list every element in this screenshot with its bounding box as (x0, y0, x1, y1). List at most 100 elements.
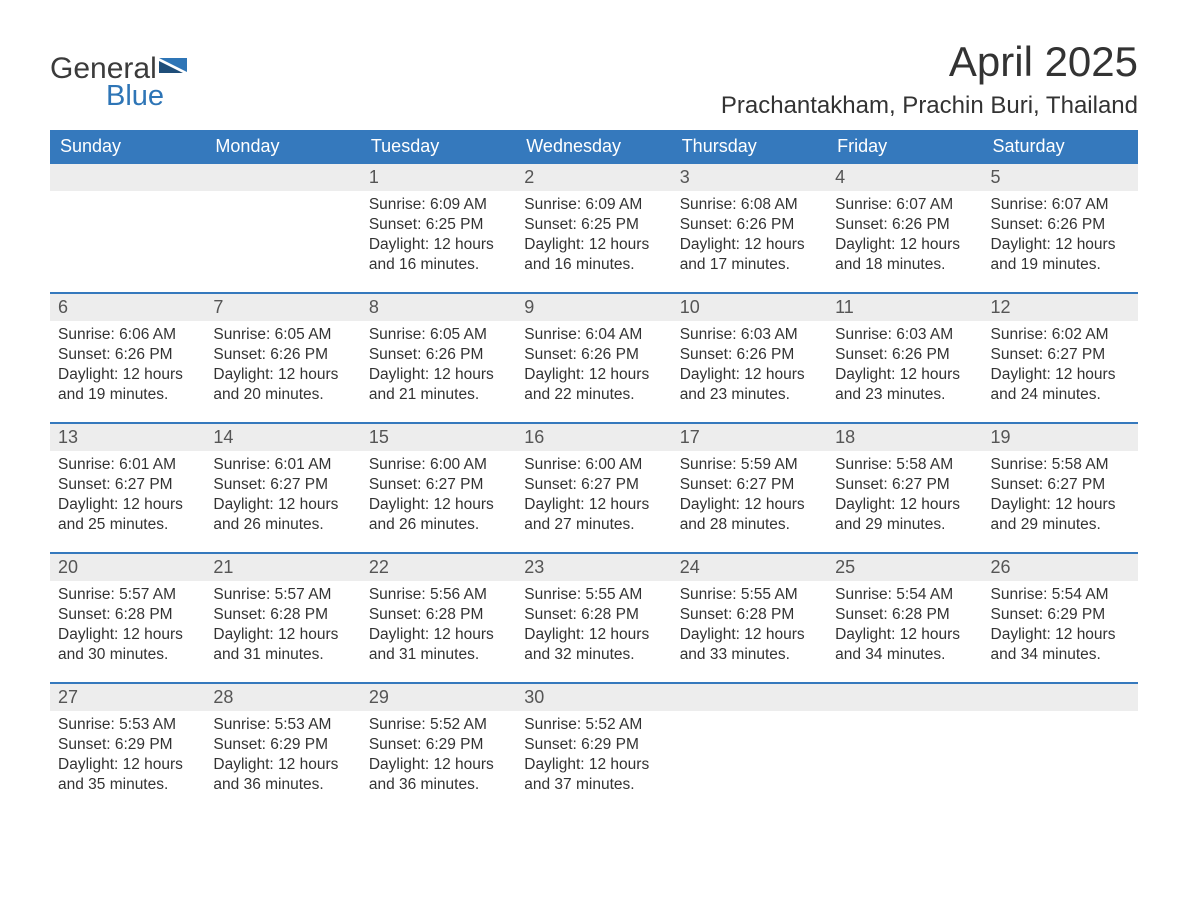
cell-line: Sunrise: 6:01 AM (213, 455, 352, 475)
day-number: 7 (213, 297, 223, 317)
cell-line: Sunset: 6:27 PM (524, 475, 663, 495)
calendar-cell: 19Sunrise: 5:58 AMSunset: 6:27 PMDayligh… (983, 424, 1138, 552)
daynum-row: 5 (983, 164, 1138, 191)
cell-line: Daylight: 12 hours (680, 235, 819, 255)
month-title: April 2025 (721, 38, 1138, 86)
week-row: 20 Sunrise: 5:57 AM Sunset: 6:28 PM Dayligh… (50, 552, 1138, 682)
daynum-row: 25 (827, 554, 982, 581)
calendar-cell: 9Sunrise: 6:04 AMSunset: 6:26 PMDaylight… (516, 294, 671, 422)
cell-body: Sunrise: 6:06 AMSunset: 6:26 PMDaylight:… (50, 321, 205, 414)
cell-line: Sunset: 6:27 PM (991, 475, 1130, 495)
calendar-cell: 11Sunrise: 6:03 AMSunset: 6:26 PMDayligh… (827, 294, 982, 422)
day-number: 5 (991, 167, 1001, 187)
header: General Blue April 2025 Prachantakham, P… (50, 38, 1138, 120)
cell-line: Sunrise: 5:58 AM (835, 455, 974, 475)
dayhead: Tuesday (361, 130, 516, 164)
cell-line: Sunrise: 6:01 AM (58, 455, 197, 475)
daynum-row: 3 (672, 164, 827, 191)
cell-line: Sunset: 6:25 PM (369, 215, 508, 235)
daynum-row (827, 684, 982, 711)
cell-line: Sunset: 6:28 PM (524, 605, 663, 625)
calendar-cell: 28Sunrise: 5:53 AMSunset: 6:29 PMDayligh… (205, 684, 360, 812)
title-block: April 2025 Prachantakham, Prachin Buri, … (721, 38, 1138, 120)
cell-line: Daylight: 12 hours (991, 495, 1130, 515)
calendar-cell: 4Sunrise: 6:07 AMSunset: 6:26 PMDaylight… (827, 164, 982, 292)
daynum-row: 28 (205, 684, 360, 711)
calendar-cell: 8Sunrise: 6:05 AMSunset: 6:26 PMDaylight… (361, 294, 516, 422)
cell-line: and 37 minutes. (524, 775, 663, 795)
day-number: 29 (369, 687, 389, 707)
calendar-cell: 17Sunrise: 5:59 AMSunset: 6:27 PMDayligh… (672, 424, 827, 552)
cell-line: Sunset: 6:29 PM (991, 605, 1130, 625)
cell-line: and 23 minutes. (680, 385, 819, 405)
daynum-row: 22 (361, 554, 516, 581)
cell-line: Daylight: 12 hours (524, 495, 663, 515)
cell-line: and 19 minutes. (58, 385, 197, 405)
daynum-row: 19 (983, 424, 1138, 451)
cell-line: and 16 minutes. (369, 255, 508, 275)
cell-line: Daylight: 12 hours (58, 365, 197, 385)
daynum-row: 7 (205, 294, 360, 321)
calendar-cell (50, 164, 205, 292)
cell-line: and 17 minutes. (680, 255, 819, 275)
cell-body: Sunrise: 5:55 AMSunset: 6:28 PMDaylight:… (672, 581, 827, 674)
daynum-row: 18 (827, 424, 982, 451)
cell-body: Sunrise: 6:03 AMSunset: 6:26 PMDaylight:… (672, 321, 827, 414)
day-number: 15 (369, 427, 389, 447)
cell-line: Daylight: 12 hours (213, 365, 352, 385)
cell-body: Sunrise: 6:09 AMSunset: 6:25 PMDaylight:… (516, 191, 671, 284)
logo: General Blue (50, 38, 187, 113)
cell-line: Sunset: 6:28 PM (835, 605, 974, 625)
cell-line: Sunset: 6:25 PM (524, 215, 663, 235)
day-number: 20 (58, 557, 78, 577)
cell-line: and 30 minutes. (58, 645, 197, 665)
daynum-row: 26 (983, 554, 1138, 581)
calendar-cell (827, 684, 982, 812)
cell-line: Sunrise: 5:53 AM (58, 715, 197, 735)
cell-body: Sunrise: 6:05 AMSunset: 6:26 PMDaylight:… (205, 321, 360, 414)
calendar-cell: 12Sunrise: 6:02 AMSunset: 6:27 PMDayligh… (983, 294, 1138, 422)
cell-line: Sunset: 6:27 PM (58, 475, 197, 495)
cell-line: Sunset: 6:29 PM (213, 735, 352, 755)
daynum-row: 30 (516, 684, 671, 711)
day-number: 6 (58, 297, 68, 317)
daynum-row: 10 (672, 294, 827, 321)
calendar-cell: 10Sunrise: 6:03 AMSunset: 6:26 PMDayligh… (672, 294, 827, 422)
day-number: 25 (835, 557, 855, 577)
cell-body: Sunrise: 5:56 AMSunset: 6:28 PMDaylight:… (361, 581, 516, 674)
cell-line: Sunset: 6:26 PM (369, 345, 508, 365)
cell-body: Sunrise: 6:02 AMSunset: 6:27 PMDaylight:… (983, 321, 1138, 414)
cell-line: Daylight: 12 hours (369, 235, 508, 255)
cell-line: Sunrise: 5:57 AM (58, 585, 197, 605)
calendar-cell: 1Sunrise: 6:09 AMSunset: 6:25 PMDaylight… (361, 164, 516, 292)
cell-line: Daylight: 12 hours (835, 365, 974, 385)
calendar-cell: 16Sunrise: 6:00 AMSunset: 6:27 PMDayligh… (516, 424, 671, 552)
calendar-cell: 5Sunrise: 6:07 AMSunset: 6:26 PMDaylight… (983, 164, 1138, 292)
cell-line: Sunset: 6:29 PM (524, 735, 663, 755)
dayhead: Sunday (50, 130, 205, 164)
cell-line: Sunset: 6:29 PM (369, 735, 508, 755)
cell-line: and 32 minutes. (524, 645, 663, 665)
cell-line: and 31 minutes. (213, 645, 352, 665)
cell-line: Sunrise: 6:02 AM (991, 325, 1130, 345)
week-row: 27 Sunrise: 5:53 AM Sunset: 6:29 PM Dayligh… (50, 682, 1138, 812)
cell-line: Daylight: 12 hours (369, 365, 508, 385)
day-number: 14 (213, 427, 233, 447)
day-number: 19 (991, 427, 1011, 447)
calendar-cell: 15Sunrise: 6:00 AMSunset: 6:27 PMDayligh… (361, 424, 516, 552)
day-number: 11 (835, 297, 854, 317)
cell-line: Sunrise: 5:54 AM (835, 585, 974, 605)
cell-line: Daylight: 12 hours (369, 625, 508, 645)
cell-line: Sunrise: 5:56 AM (369, 585, 508, 605)
cell-line: and 33 minutes. (680, 645, 819, 665)
cell-line: Daylight: 12 hours (213, 625, 352, 645)
dayhead: Wednesday (516, 130, 671, 164)
calendar-cell: 24Sunrise: 5:55 AMSunset: 6:28 PMDayligh… (672, 554, 827, 682)
calendar-cell: 30Sunrise: 5:52 AMSunset: 6:29 PMDayligh… (516, 684, 671, 812)
day-number: 18 (835, 427, 855, 447)
cell-line: and 23 minutes. (835, 385, 974, 405)
calendar-cell: 26Sunrise: 5:54 AMSunset: 6:29 PMDayligh… (983, 554, 1138, 682)
day-number: 27 (58, 687, 78, 707)
cell-line: Sunrise: 5:57 AM (213, 585, 352, 605)
cell-line: Daylight: 12 hours (58, 755, 197, 775)
